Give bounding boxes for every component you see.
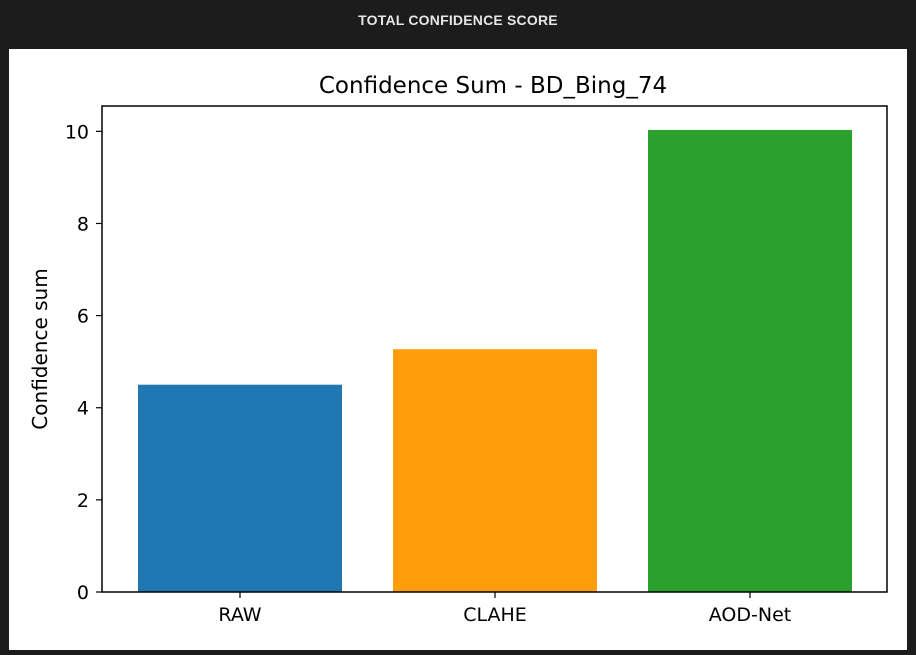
chart-panel: Confidence Sum - BD_Bing_74 0 2 4 6 8 10 RAW C… [9,49,907,650]
header-title: TOTAL CONFIDENCE SCORE [358,11,558,28]
y-tick-label: 10 [65,121,89,143]
bars-group [138,129,852,592]
x-tick-label: AOD-Net [709,604,791,626]
bar-chart: Confidence Sum - BD_Bing_74 0 2 4 6 8 10 RAW C… [28,73,888,626]
y-tick-label: 4 [77,398,89,420]
x-tick-label: CLAHE [463,604,527,626]
chart-title: Confidence Sum - BD_Bing_74 [319,73,667,99]
y-tick-label: 8 [77,213,89,235]
bar-aod-net [648,129,852,592]
y-axis-label: Confidence sum [28,268,52,429]
y-axis-ticks: 0 2 4 6 8 10 [65,121,102,604]
bar-raw [138,384,342,592]
header-bar: TOTAL CONFIDENCE SCORE [0,0,916,42]
y-tick-label: 2 [77,490,89,512]
bar-clahe [393,349,597,592]
x-tick-label: RAW [218,604,261,626]
x-axis-ticks: RAW CLAHE AOD-Net [218,592,791,626]
y-tick-label: 6 [77,306,89,328]
y-tick-label: 0 [77,582,89,604]
plot-frame [101,105,888,593]
